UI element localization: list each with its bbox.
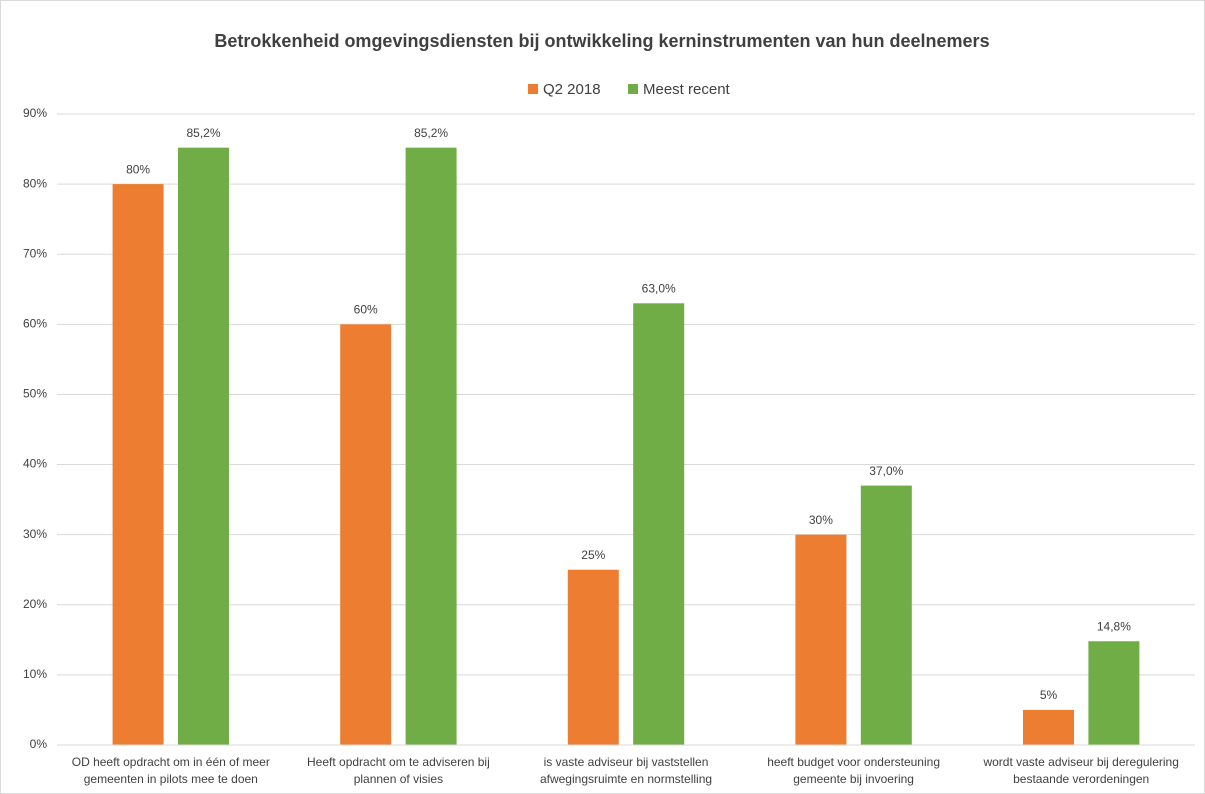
y-tick-label: 30% bbox=[23, 527, 47, 541]
data-label: 25% bbox=[581, 548, 605, 562]
legend-swatch bbox=[528, 84, 538, 94]
legend-swatch bbox=[628, 84, 638, 94]
data-label: 85,2% bbox=[186, 126, 220, 140]
data-label: 80% bbox=[126, 162, 150, 176]
bar bbox=[1088, 641, 1140, 745]
bar bbox=[405, 147, 457, 746]
y-tick-label: 50% bbox=[23, 387, 47, 401]
data-label: 14,8% bbox=[1097, 619, 1131, 633]
data-label: 60% bbox=[354, 303, 378, 317]
x-tick-label: OD heeft opdracht om in één of meer geme… bbox=[71, 755, 270, 786]
y-tick-label: 90% bbox=[23, 106, 47, 120]
chart-title: Betrokkenheid omgevingsdiensten bij ontw… bbox=[214, 31, 989, 51]
bar bbox=[178, 147, 229, 746]
x-tick-label: wordt vaste adviseur bij deregulering be… bbox=[983, 755, 1179, 786]
data-label: 30% bbox=[809, 513, 833, 527]
y-tick-label: 20% bbox=[23, 597, 47, 611]
y-tick-label: 60% bbox=[23, 317, 47, 331]
bar bbox=[633, 303, 685, 745]
data-label: 63,0% bbox=[642, 281, 676, 295]
legend-label: Meest recent bbox=[643, 81, 731, 98]
x-tick-label: Heeft opdracht om te adviseren bij plann… bbox=[307, 755, 490, 786]
data-label: 85,2% bbox=[414, 126, 448, 140]
data-label: 37,0% bbox=[869, 464, 903, 478]
x-tick-label: heeft budget voor ondersteuning gemeente… bbox=[767, 755, 940, 786]
y-tick-label: 80% bbox=[23, 176, 47, 190]
legend-label: Q2 2018 bbox=[543, 81, 601, 98]
y-tick-label: 10% bbox=[23, 667, 47, 681]
y-tick-label: 70% bbox=[23, 246, 47, 260]
bar bbox=[112, 184, 164, 746]
data-label: 5% bbox=[1040, 688, 1058, 702]
bar bbox=[567, 569, 619, 745]
bar bbox=[1023, 709, 1074, 745]
x-tick-label: is vaste adviseur bij vaststellen afwegi… bbox=[539, 755, 713, 786]
y-tick-label: 40% bbox=[23, 457, 47, 471]
bar bbox=[795, 534, 847, 745]
bar bbox=[860, 485, 912, 745]
bar bbox=[340, 324, 392, 745]
y-tick-label: 0% bbox=[30, 737, 48, 751]
